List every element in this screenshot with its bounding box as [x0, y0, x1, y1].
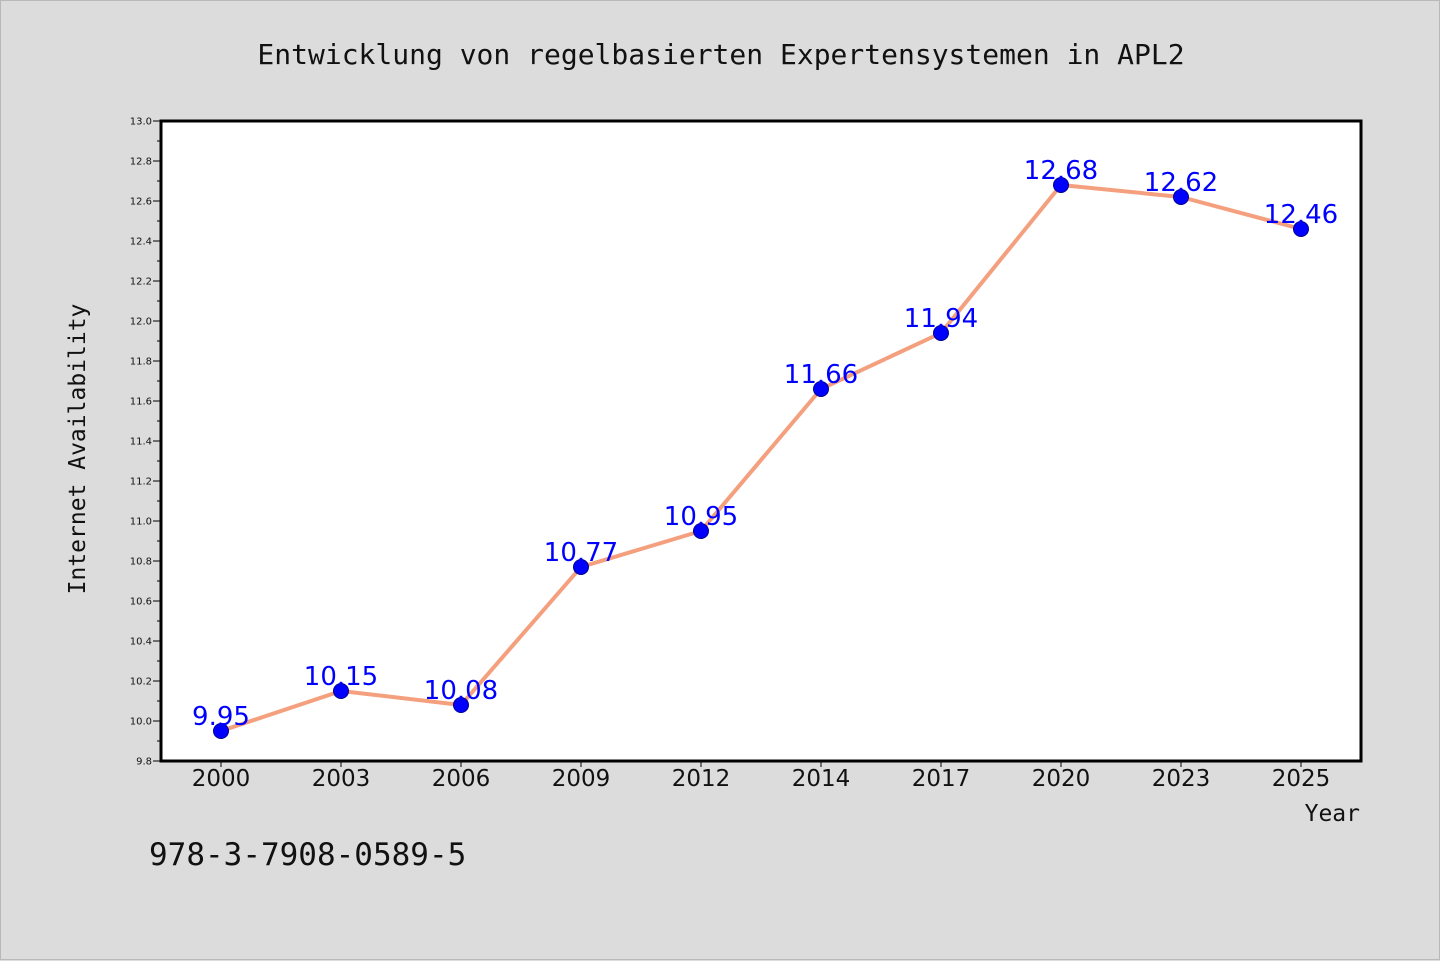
- x-tick-label: 2009: [552, 766, 611, 792]
- data-point: [933, 325, 949, 341]
- y-tick-label: 10.6: [130, 597, 152, 608]
- x-axis: 2000 2003 2006 2009 2012 2014 2017 2020 2023 2025: [192, 761, 1331, 792]
- x-tick-label: 2003: [312, 766, 371, 792]
- y-axis-label: Internet Availability: [65, 304, 91, 595]
- data-point: [693, 523, 709, 539]
- data-point: [813, 381, 829, 397]
- data-point: [573, 559, 589, 575]
- data-point: [1053, 177, 1069, 193]
- y-tick-label: 12.8: [130, 157, 152, 168]
- y-tick-label: 9.8: [136, 757, 152, 768]
- x-tick-label: 2023: [1152, 766, 1211, 792]
- data-point: [453, 697, 469, 713]
- data-label: 12.62: [1144, 168, 1218, 198]
- y-tick-label: 10.2: [130, 677, 152, 688]
- x-axis-label: Year: [1305, 801, 1360, 827]
- chart-title: Entwicklung von regelbasierten Expertens…: [257, 38, 1184, 71]
- data-label: 10.08: [424, 676, 498, 706]
- y-tick-label: 12.4: [130, 237, 152, 248]
- data-point: [213, 723, 229, 739]
- data-point: [1293, 221, 1309, 237]
- data-label: 11.94: [904, 304, 978, 334]
- y-axis: 9.8 10.0 10.2 10.4 10.6 10.8 11.0 11.2 11.4 11.6 1…: [130, 117, 161, 768]
- x-tick-label: 2020: [1032, 766, 1091, 792]
- x-tick-label: 2012: [672, 766, 731, 792]
- y-tick-label: 10.0: [130, 717, 152, 728]
- plot-area: [159, 119, 1363, 763]
- y-tick-label: 11.8: [130, 357, 152, 368]
- x-tick-label: 2000: [192, 766, 251, 792]
- y-tick-label: 11.0: [130, 517, 152, 528]
- y-tick-label: 13.0: [130, 117, 152, 128]
- y-tick-label: 11.2: [130, 477, 152, 488]
- data-label-group: 9.95 10.15 10.08 10.77 10.95 11.66 11.94 12.68 1…: [192, 156, 1338, 732]
- series-group: [213, 177, 1309, 739]
- y-tick-label: 11.4: [130, 437, 152, 448]
- y-tick-label: 11.6: [130, 397, 152, 408]
- y-tick-label: 10.8: [130, 557, 152, 568]
- isbn-annotation: 978-3-7908-0589-5: [149, 837, 466, 873]
- data-point: [333, 683, 349, 699]
- y-tick-label: 12.0: [130, 317, 152, 328]
- series-line: [220, 183, 1302, 733]
- y-tick-label: 12.6: [130, 197, 152, 208]
- x-tick-label: 2025: [1272, 766, 1331, 792]
- data-point: [1173, 189, 1189, 205]
- data-label: 10.77: [544, 538, 618, 568]
- data-label: 12.46: [1264, 200, 1338, 230]
- x-tick-label: 2017: [912, 766, 971, 792]
- data-label: 11.66: [784, 360, 858, 390]
- y-tick-label: 10.4: [130, 637, 152, 648]
- data-label: 9.95: [192, 702, 250, 732]
- y-tick-label: 12.2: [130, 277, 152, 288]
- data-label: 12.68: [1024, 156, 1098, 186]
- x-tick-label: 2014: [792, 766, 851, 792]
- data-label: 10.15: [304, 662, 378, 692]
- x-tick-label: 2006: [432, 766, 491, 792]
- data-label: 10.95: [664, 502, 738, 532]
